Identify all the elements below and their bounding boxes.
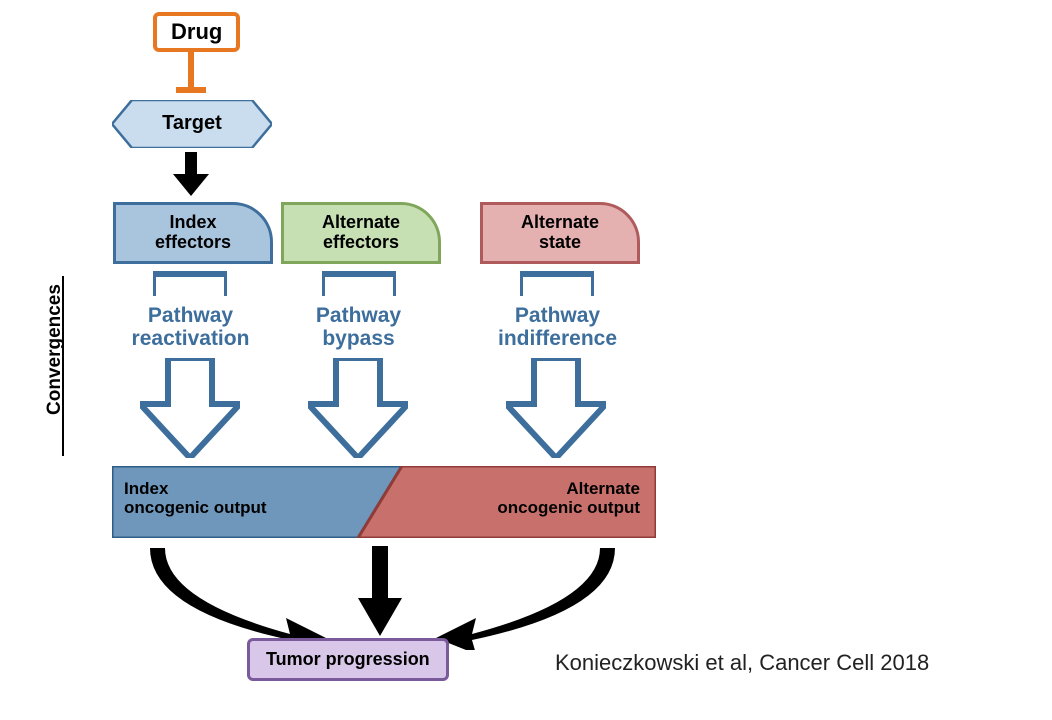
side-separator xyxy=(62,276,64,456)
oa-l2: oncogenic output xyxy=(497,498,640,517)
pathway-reactivation-label: Pathway reactivation xyxy=(113,304,268,350)
alternate-effectors-node: Alternate effectors xyxy=(281,202,441,264)
target-label: Target xyxy=(112,112,272,134)
alt-state-l1: Alternate xyxy=(521,212,599,232)
oi-l1: Index xyxy=(124,479,168,498)
drug-label: Drug xyxy=(171,19,222,44)
pathway-bypass-label: Pathway bypass xyxy=(291,304,426,350)
alt-state-l2: state xyxy=(539,232,581,252)
index-oncogenic-label: Index oncogenic output xyxy=(124,480,324,517)
alt-eff-l1: Alternate xyxy=(322,212,400,232)
index-effectors-node: Index effectors xyxy=(113,202,273,264)
index-eff-l1: Index xyxy=(169,212,216,232)
tumor-label: Tumor progression xyxy=(266,649,430,669)
oa-l1: Alternate xyxy=(566,479,640,498)
oi-l2: oncogenic output xyxy=(124,498,267,517)
pb-l1: Pathway xyxy=(316,304,401,327)
pr-l1: Pathway xyxy=(148,304,233,327)
converging-arrows xyxy=(110,540,660,650)
pi-l2: indifference xyxy=(498,327,617,350)
drug-node: Drug xyxy=(153,12,240,52)
big-arrow-bypass xyxy=(308,358,408,458)
pb-l2: bypass xyxy=(322,327,394,350)
index-eff-l2: effectors xyxy=(155,232,231,252)
alt-eff-l2: effectors xyxy=(323,232,399,252)
bracket-icon xyxy=(153,268,227,298)
bracket-icon xyxy=(520,268,594,298)
pathway-indifference-label: Pathway indifference xyxy=(475,304,640,350)
bracket-icon xyxy=(322,268,396,298)
alternate-state-node: Alternate state xyxy=(480,202,640,264)
tumor-progression-node: Tumor progression xyxy=(247,638,449,681)
big-arrow-indifference xyxy=(506,358,606,458)
pi-l1: Pathway xyxy=(515,304,600,327)
arrow-target-down xyxy=(173,152,209,196)
big-arrow-reactivation xyxy=(140,358,240,458)
alternate-oncogenic-label: Alternate oncogenic output xyxy=(440,480,640,517)
citation-text: Konieczkowski et al, Cancer Cell 2018 xyxy=(555,650,929,676)
pr-l2: reactivation xyxy=(132,327,250,350)
inhibitor-t-bar xyxy=(176,52,206,100)
